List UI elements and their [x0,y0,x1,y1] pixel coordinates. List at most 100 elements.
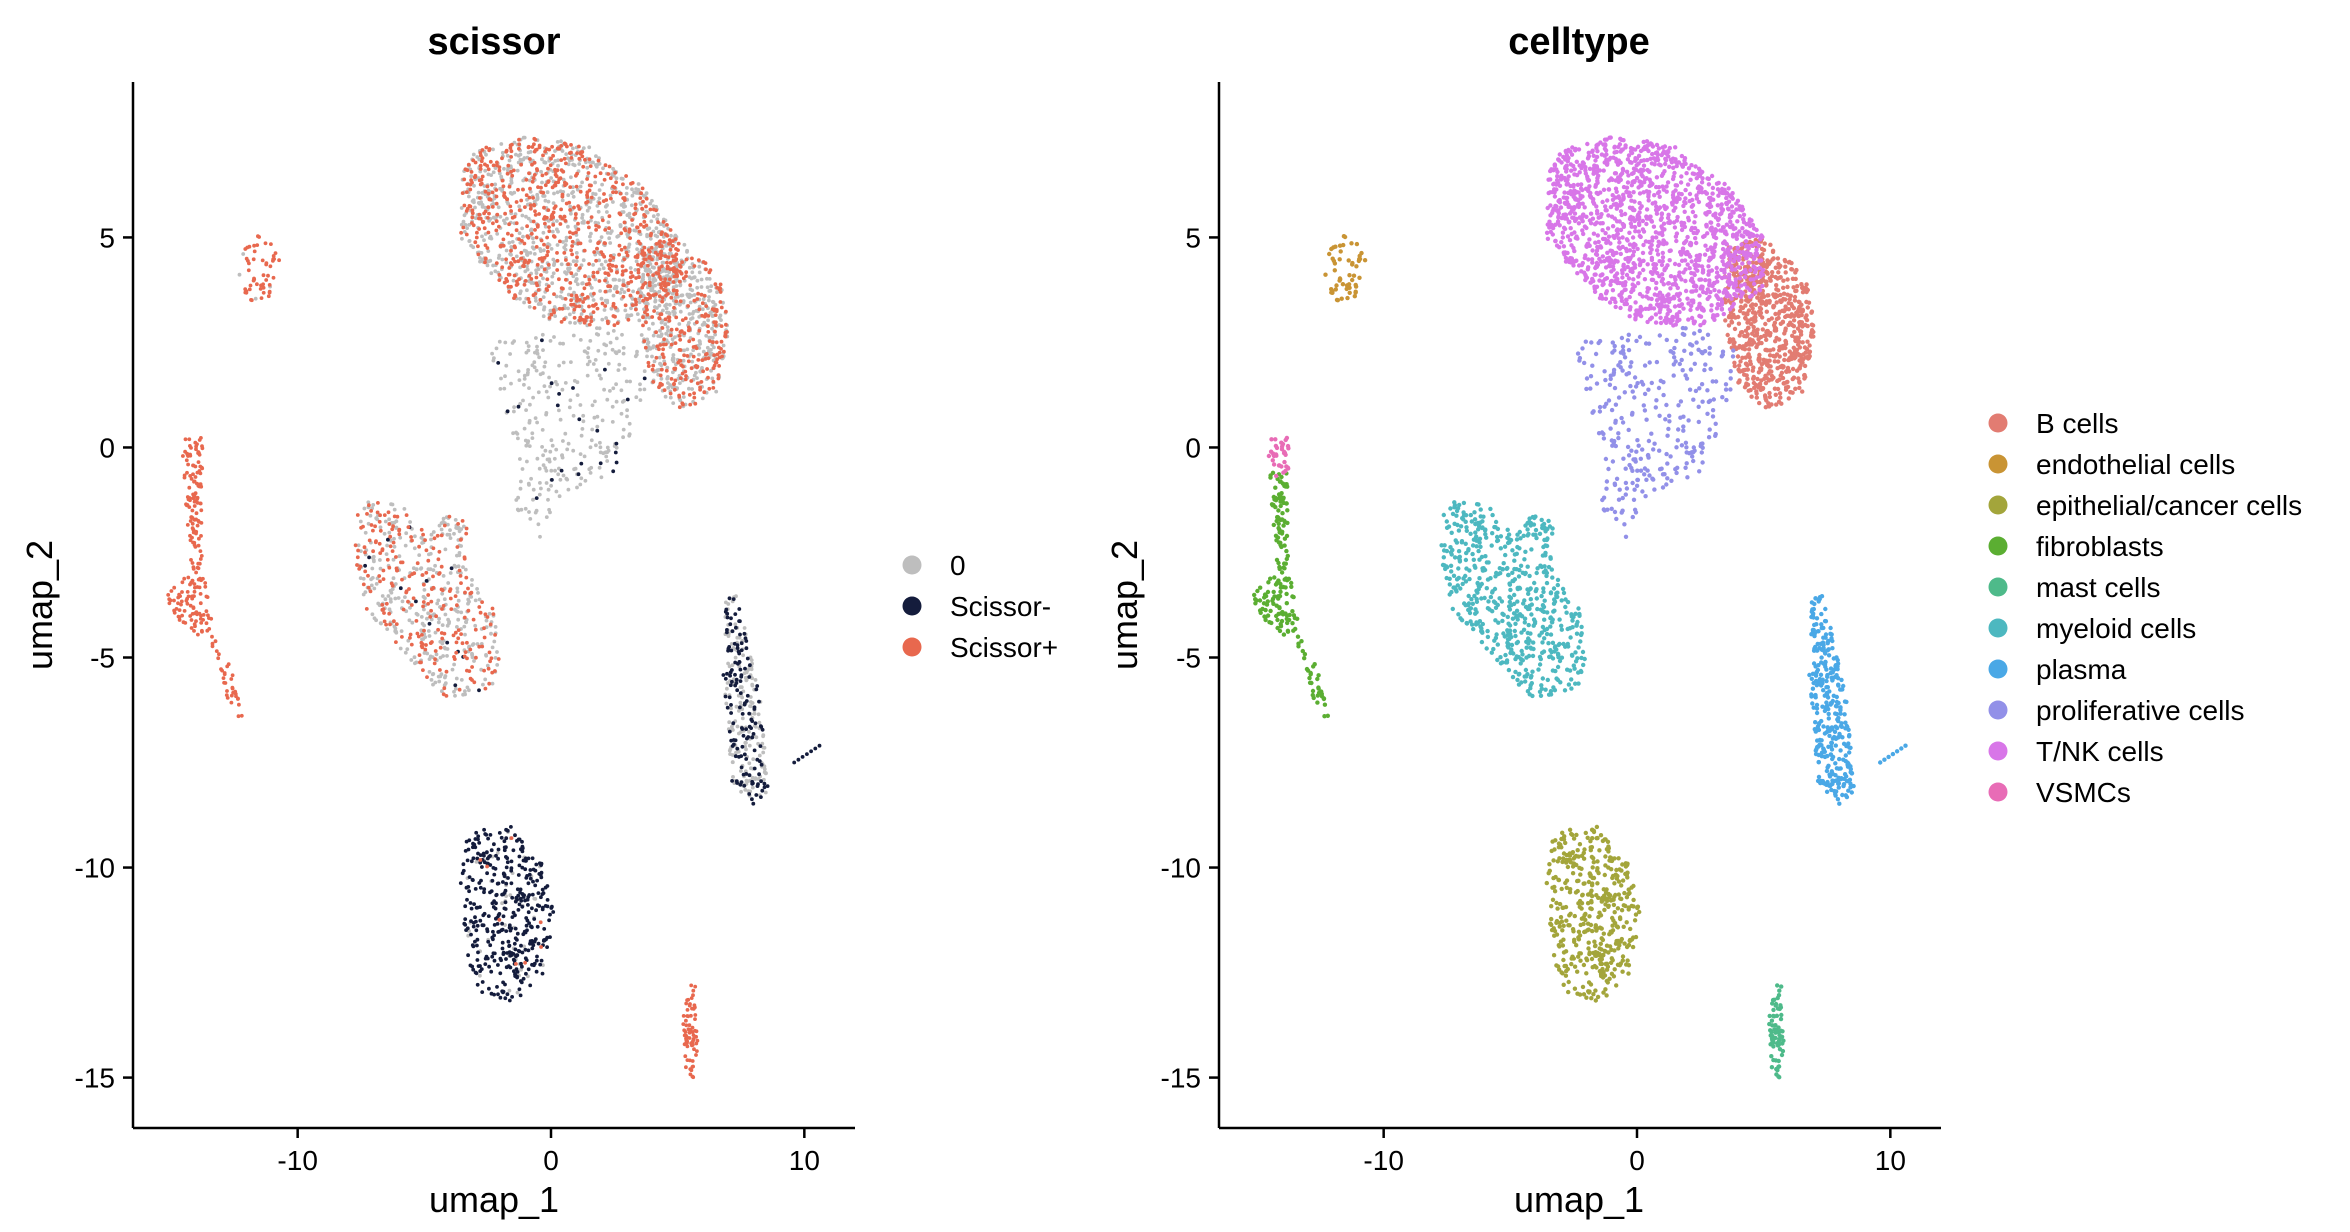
data-point [661,342,666,347]
data-point [627,421,632,426]
data-point [500,257,505,262]
data-point [1793,276,1798,282]
data-point [653,305,657,309]
data-point [453,594,458,598]
data-point [593,174,598,179]
data-point [378,579,382,584]
data-point [555,403,560,408]
data-point [520,226,524,231]
data-point [496,856,500,861]
data-point [507,184,512,189]
data-point [525,264,529,269]
data-point [573,321,577,325]
data-point [389,581,394,586]
data-point [559,262,564,267]
data-point [387,522,392,526]
data-point [182,609,187,613]
data-point [486,249,491,254]
data-point [363,563,367,568]
data-point [481,923,486,928]
data-point [678,348,683,352]
data-point [489,848,494,853]
data-point [429,532,434,537]
data-point [648,201,653,206]
data-point [597,161,602,166]
data-point [1777,391,1783,396]
data-point [753,721,758,726]
data-point [591,270,596,275]
data-point [494,219,499,224]
data-point [487,650,492,655]
data-point [694,346,699,351]
data-point [666,385,671,390]
data-point [368,513,373,518]
data-point [671,353,676,357]
data-point [386,510,391,515]
data-point [594,154,598,159]
data-point [677,334,682,338]
data-point [490,351,494,356]
data-point [744,639,749,643]
data-point [539,273,543,277]
data-point [198,617,203,621]
data-point [633,206,638,211]
data-point [602,192,606,196]
data-point [698,339,702,344]
data-point [713,329,717,334]
data-point [642,265,647,270]
data-point [733,612,738,616]
data-point [569,293,574,298]
data-point [378,558,382,562]
data-point [1781,285,1786,290]
data-point [505,992,510,997]
data-point [540,332,545,337]
data-point [484,653,488,657]
data-point [535,456,540,461]
data-point [486,230,491,235]
data-point [468,187,473,192]
data-point [591,191,595,196]
data-point [519,256,524,261]
data-point [395,514,400,519]
data-point [727,695,732,700]
data-point [585,362,590,367]
data-point [185,523,190,527]
data-point [532,306,537,310]
data-point [744,757,749,761]
data-point [463,223,468,227]
data-point [177,618,182,622]
data-point [595,326,599,330]
data-point [459,222,464,227]
data-point [543,198,548,203]
data-point [687,1023,692,1028]
data-point [431,672,436,676]
data-point [656,212,660,217]
data-point [504,149,509,154]
data-point [705,285,710,290]
data-point [404,589,409,594]
data-point [561,341,565,346]
data-point [541,348,545,352]
data-point [550,144,554,149]
data-point [473,240,478,245]
data-point [672,305,676,310]
data-point [673,295,678,300]
data-point [590,160,595,165]
data-point [679,363,684,367]
data-point [465,897,469,902]
data-point [419,615,424,619]
data-point [261,273,266,278]
data-point [698,387,702,392]
data-point [1739,299,1744,304]
data-point [1772,359,1778,364]
data-point [427,634,432,638]
data-point [445,640,450,645]
data-point [502,166,506,171]
data-point [378,528,383,533]
data-point [500,940,505,945]
data-point [809,749,813,754]
data-point [537,355,541,360]
data-point [654,226,659,231]
data-point [470,877,475,882]
data-point [535,924,540,929]
